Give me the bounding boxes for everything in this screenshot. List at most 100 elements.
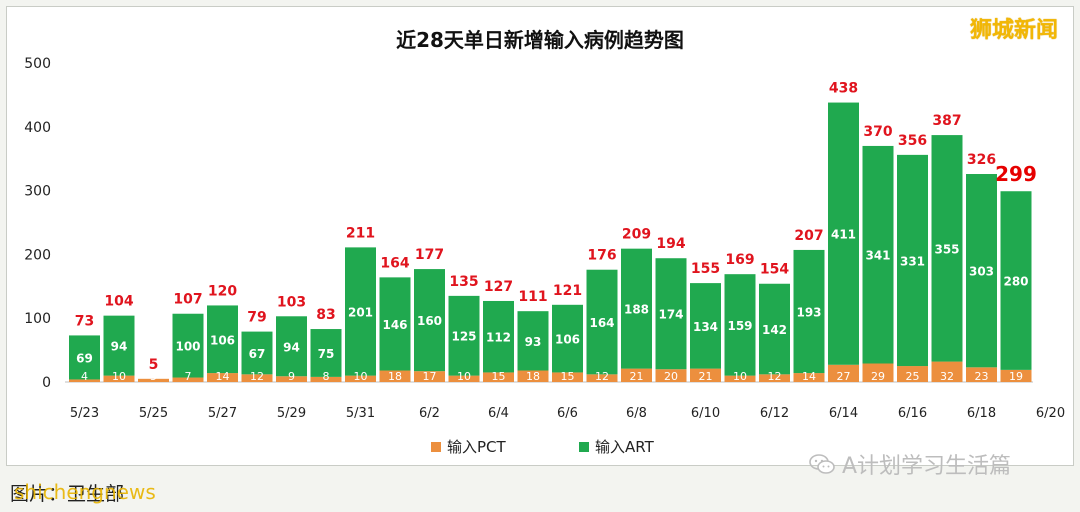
bar-art-label: 331 [900, 254, 925, 268]
bar-pct [552, 372, 583, 382]
bar-total-label: 209 [622, 227, 651, 243]
bar-art [621, 248, 652, 369]
bar-art-label: 142 [762, 323, 787, 337]
bar-art-label: 188 [624, 303, 649, 317]
chart-frame: 近28天单日新增输入病例趋势图 0 100 200 300 400 500 69 4 73 94 10… [6, 6, 1074, 466]
bar-pct [276, 376, 307, 382]
bar-total-label: 387 [932, 113, 961, 129]
bar-art-label: 411 [831, 228, 856, 242]
bar-art-label: 280 [1003, 275, 1028, 289]
y-tick-label: 500 [24, 56, 51, 72]
x-tick-label: 6/18 [967, 406, 996, 421]
bar-art-label: 94 [283, 340, 300, 354]
legend-pct-swatch [431, 442, 441, 452]
bar-pct-label: 21 [630, 370, 644, 383]
bar-pct-label: 12 [250, 370, 264, 383]
bar-pct-label: 15 [492, 370, 506, 383]
bar-art-label: 106 [210, 333, 235, 347]
bar-pct-label: 7 [185, 370, 192, 383]
watermark-text: A计划学习生活篇 [842, 454, 1012, 479]
bar-art [276, 316, 307, 377]
bar-total-label: 121 [553, 283, 582, 299]
bar-total-label: 104 [104, 294, 133, 310]
x-tick-label: 6/4 [488, 406, 509, 421]
bar-art [310, 329, 342, 377]
bar-art [966, 174, 997, 368]
source-caption: 图片：卫生部 shichengnews [10, 480, 156, 508]
legend-art-swatch [579, 442, 589, 452]
bar-total-label: 164 [380, 255, 409, 271]
bar-art [345, 247, 376, 376]
bar-pct [241, 374, 273, 382]
bar-total-label: 154 [760, 262, 789, 278]
bar-pct [448, 375, 480, 382]
bar-art [172, 313, 204, 378]
bar-art-label: 106 [555, 333, 580, 347]
bar-art-label: 67 [249, 347, 266, 361]
bar-pct [724, 375, 756, 382]
bar-pct-label: 19 [1009, 370, 1023, 383]
bar-art [414, 269, 445, 372]
bar-art-label: 112 [486, 331, 511, 345]
bar-pct-label: 10 [457, 370, 471, 383]
bar-total-label: 326 [967, 152, 996, 168]
bar-pct-label: 10 [733, 370, 747, 383]
bar-total-label: 207 [794, 228, 823, 244]
x-tick-label: 6/2 [419, 406, 440, 421]
bar-pct [621, 368, 652, 382]
x-tick-label: 6/16 [898, 406, 927, 421]
x-tick-label: 6/6 [557, 406, 578, 421]
bar-art-label: 355 [934, 242, 959, 256]
bar-pct [931, 361, 963, 382]
y-tick-label: 300 [24, 184, 51, 200]
bar-pct [69, 379, 100, 382]
bar-pct [828, 364, 859, 382]
bar-art [483, 300, 514, 373]
bar-art [586, 269, 618, 375]
bar-total-label: 135 [449, 274, 478, 290]
bar-pct [138, 378, 169, 382]
bar-pct-label: 10 [354, 370, 368, 383]
bar-pct-label: 9 [288, 370, 295, 383]
bar-art [379, 277, 411, 371]
bar-pct-label: 32 [940, 370, 954, 383]
bar-art-label: 160 [417, 314, 442, 328]
bar-pct-label: 12 [595, 370, 609, 383]
bar-total-label: 5 [149, 357, 159, 373]
bar-pct-label: 27 [837, 370, 851, 383]
bar-total-label: 111 [518, 289, 547, 305]
chart-title: 近28天单日新增输入病例趋势图 [396, 28, 684, 52]
y-tick-label: 400 [24, 120, 51, 136]
bar-art-label: 164 [589, 316, 614, 330]
bar-pct [655, 369, 687, 382]
x-tick-label: 5/23 [70, 406, 99, 421]
bar-total-label: 107 [173, 292, 202, 308]
bar-art [1000, 191, 1032, 370]
bar-total-label: 177 [415, 247, 444, 263]
bar-pct-label: 15 [561, 370, 575, 383]
bar-pct [379, 370, 411, 382]
bar-pct-label: 14 [802, 370, 816, 383]
bar-art-label: 134 [693, 320, 718, 334]
bar-art [862, 145, 894, 364]
watermark: A计划学习生活篇 [808, 450, 1012, 479]
x-tick-label: 6/12 [760, 406, 789, 421]
bar-art-label: 69 [76, 351, 93, 365]
bar-total-label: 356 [898, 133, 927, 149]
x-tick-label: 5/31 [346, 406, 375, 421]
bar-pct [759, 374, 790, 382]
legend-pct-label: 输入PCT [447, 438, 507, 456]
bar-total-label: 83 [316, 307, 335, 323]
bar-total-label: 194 [656, 236, 685, 252]
bar-art [724, 274, 756, 376]
bar-pct-label: 25 [906, 370, 920, 383]
bar-pct-label: 10 [112, 370, 126, 383]
bar-pct [414, 371, 445, 382]
bar-pct-label: 8 [323, 370, 330, 383]
y-tick-label: 200 [24, 247, 51, 263]
bar-art [69, 335, 100, 380]
bar-pct-label: 14 [216, 370, 230, 383]
bar-art [690, 283, 721, 369]
bar-art [759, 283, 790, 375]
bar-total-label: 73 [75, 313, 94, 329]
